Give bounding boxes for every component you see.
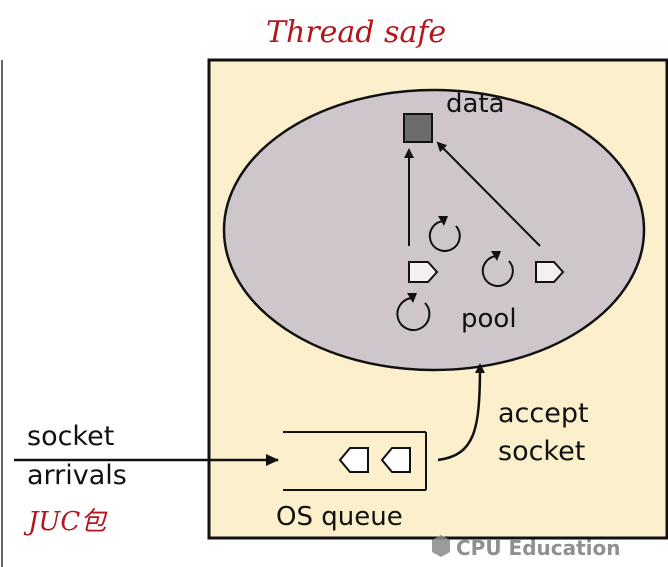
os-queue-label: OS queue [276,502,403,532]
socket-token-icon-2 [535,261,565,283]
cpu-logo-icon [432,535,450,557]
thread-cycle-icon-3 [396,293,431,331]
pool-label: pool [461,304,517,334]
socket-arrivals-label-1: socket [27,421,114,452]
socket-label: socket [498,436,585,467]
thread-to-data-arrow-2 [436,141,541,247]
watermark: CPU Education [432,535,621,560]
thread-safe-annotation: Thread safe [266,15,446,50]
socket-token-icon-1 [408,261,439,283]
thread-cycle-icon-1 [428,216,461,252]
data-square-icon [403,113,433,143]
queued-socket-icon-2 [380,447,411,473]
socket-arrivals-label-2: arrivals [27,460,127,491]
pool-ellipse [222,88,646,372]
juc-annotation: JUC包 [23,507,108,537]
os-queue [283,431,427,491]
thread-cycle-icon-2 [481,251,514,287]
accept-socket-arrow [437,363,485,462]
accept-label: accept [498,398,589,429]
watermark-text: CPU Education [456,536,621,560]
data-label: data [446,89,505,119]
queued-socket-icon-1 [338,447,369,473]
